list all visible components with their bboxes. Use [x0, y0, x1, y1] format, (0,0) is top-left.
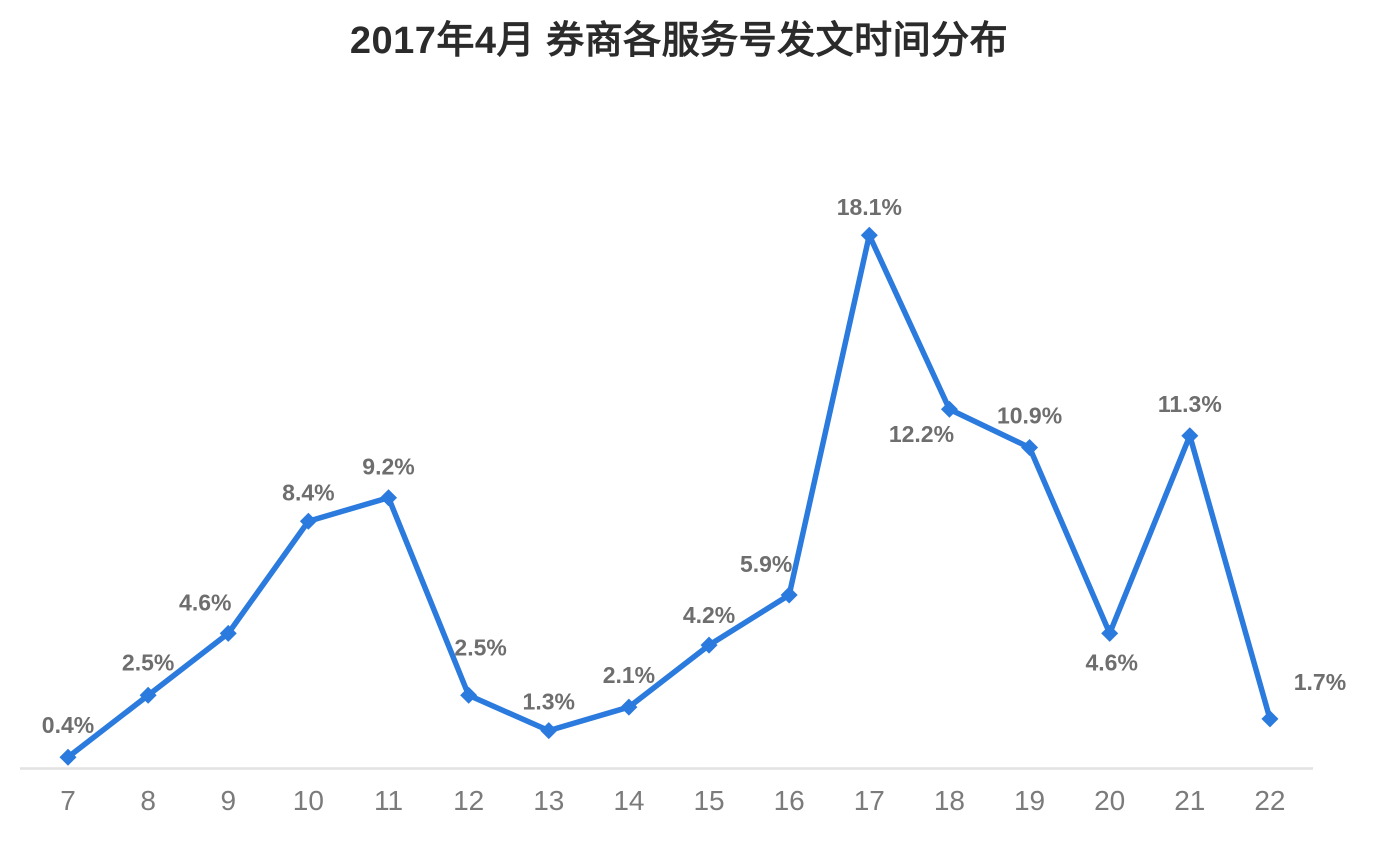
- data-point-marker: [460, 686, 478, 704]
- x-axis-tick-label: 16: [774, 785, 805, 816]
- x-axis-tick-label: 17: [854, 785, 885, 816]
- data-point-marker: [940, 400, 958, 418]
- data-point-label: 0.4%: [42, 712, 94, 738]
- data-point-label: 5.9%: [740, 551, 792, 577]
- x-axis-tick-label: 21: [1174, 785, 1205, 816]
- x-axis-tick-label: 11: [374, 785, 403, 816]
- series-line: [65, 232, 1273, 760]
- data-point-marker: [780, 586, 798, 604]
- x-axis-tick-label: 19: [1014, 785, 1045, 816]
- data-point-marker: [1101, 624, 1119, 642]
- data-point-marker: [380, 489, 398, 507]
- data-point-label: 2.5%: [122, 649, 174, 675]
- data-point-marker: [299, 512, 317, 530]
- data-point-label: 4.6%: [179, 589, 231, 615]
- x-axis-tick-label: 20: [1094, 785, 1125, 816]
- data-point-label: 9.2%: [362, 454, 414, 480]
- data-point-marker: [620, 698, 638, 716]
- data-point-label: 2.1%: [603, 662, 655, 688]
- data-point-marker: [1261, 710, 1279, 728]
- x-axis-tick-label: 15: [693, 785, 724, 816]
- data-point-label: 1.3%: [523, 689, 575, 715]
- x-axis-tick-label: 9: [220, 785, 236, 816]
- data-point-marker: [540, 722, 558, 740]
- data-point-label: 1.7%: [1294, 669, 1346, 695]
- x-axis-tick-label: 22: [1254, 785, 1285, 816]
- data-point-marker: [1181, 427, 1199, 445]
- data-point-label: 4.2%: [683, 602, 735, 628]
- x-axis-tick-label: 18: [934, 785, 965, 816]
- data-point-marker: [1021, 439, 1039, 457]
- data-point-label: 2.5%: [454, 634, 506, 660]
- data-point-marker: [139, 686, 157, 704]
- x-axis-tick-label: 12: [453, 785, 484, 816]
- data-point-label: 11.3%: [1158, 391, 1222, 417]
- data-point-label: 4.6%: [1085, 649, 1137, 675]
- data-point-marker: [59, 748, 77, 766]
- data-point-label: 18.1%: [837, 194, 902, 220]
- x-axis-tick-label: 8: [140, 785, 156, 816]
- chart-title: 2017年4月 券商各服务号发文时间分布: [349, 20, 1009, 62]
- x-axis-tick-label: 13: [533, 785, 564, 816]
- data-point-marker: [700, 636, 718, 654]
- data-point-label: 12.2%: [889, 421, 954, 447]
- data-point-marker: [219, 624, 237, 642]
- x-axis-tick-label: 10: [293, 785, 324, 816]
- x-axis-tick-label: 14: [613, 785, 644, 816]
- x-axis-tick-label: 7: [60, 785, 76, 816]
- data-point-label: 8.4%: [282, 479, 334, 505]
- data-point-marker: [860, 226, 878, 244]
- data-point-label: 10.9%: [997, 403, 1062, 429]
